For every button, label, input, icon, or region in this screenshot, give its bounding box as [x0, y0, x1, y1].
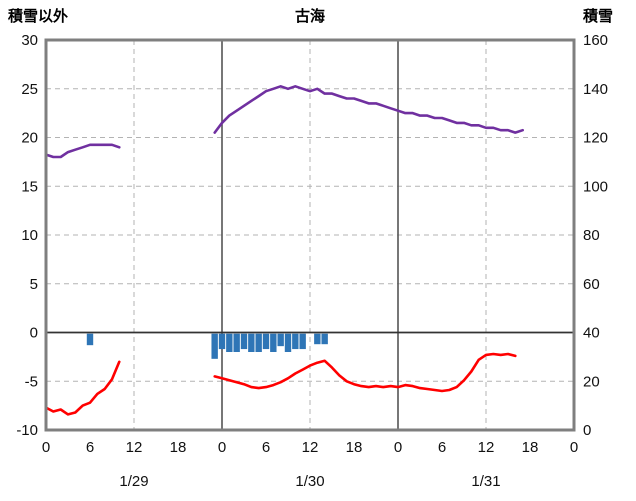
series-red_line	[213, 352, 517, 393]
x-axis-tick: 6	[86, 439, 94, 456]
x-axis-date-label: 1/29	[119, 473, 148, 490]
bar-blue_bars	[218, 333, 226, 350]
x-axis-tick: 12	[302, 439, 319, 456]
x-axis-tick: 6	[262, 439, 270, 456]
right-axis-tick: 60	[583, 276, 600, 293]
right-axis-tick: 80	[583, 227, 600, 244]
x-axis-date-label: 1/31	[471, 473, 500, 490]
left-axis-tick: -10	[16, 422, 38, 439]
bar-blue_bars	[277, 333, 284, 347]
x-axis-tick: 18	[346, 439, 363, 456]
x-axis-tick: 18	[170, 439, 187, 456]
right-axis-tick: 100	[583, 178, 608, 195]
bar-blue_bars	[211, 333, 218, 359]
x-axis-tick: 0	[218, 439, 226, 456]
x-axis-tick: 0	[570, 439, 578, 456]
right-axis-tick: 0	[583, 422, 591, 439]
bar-blue_bars	[284, 333, 292, 352]
bar-blue_bars	[299, 333, 306, 350]
bar-blue_bars	[262, 333, 270, 350]
right-axis-tick: 160	[583, 32, 608, 49]
bar-blue_bars	[292, 333, 299, 350]
bar-blue_bars	[255, 333, 262, 352]
left-axis-tick: 20	[21, 130, 38, 147]
right-axis-tick: 40	[583, 325, 600, 342]
bar-blue_bars	[321, 333, 328, 345]
bar-blue_bars	[248, 333, 255, 352]
left-axis-tick: -5	[25, 373, 38, 390]
left-axis-tick: 0	[30, 325, 38, 342]
x-axis-tick: 18	[522, 439, 539, 456]
chart-title: 古海	[294, 8, 326, 25]
x-axis-tick: 12	[478, 439, 495, 456]
left-axis-title: 積雪以外	[8, 8, 69, 25]
right-axis-title: 積雪	[583, 8, 614, 25]
x-axis-date-label: 1/30	[295, 473, 324, 490]
left-axis-tick: 15	[21, 178, 38, 195]
left-axis-tick: 10	[21, 227, 38, 244]
bar-blue_bars	[314, 333, 321, 345]
bar-blue_bars	[240, 333, 248, 350]
series-red_line	[44, 360, 121, 416]
bar-blue_bars	[233, 333, 240, 352]
left-axis-tick: 5	[30, 276, 38, 293]
left-axis-tick: 25	[21, 81, 38, 98]
x-axis-tick: 0	[42, 439, 50, 456]
right-axis-tick: 140	[583, 81, 608, 98]
bar-blue_bars	[270, 333, 277, 352]
bar-blue_bars	[226, 333, 233, 352]
bar-blue_bars	[86, 333, 94, 346]
plot-frame	[44, 38, 576, 432]
x-axis-tick: 6	[438, 439, 446, 456]
right-axis-tick: 120	[583, 130, 608, 147]
left-axis-tick: 30	[21, 32, 38, 49]
x-axis-tick: 12	[126, 439, 143, 456]
series-purple_line	[213, 85, 525, 134]
right-axis-tick: 20	[583, 373, 600, 390]
x-axis-tick: 0	[394, 439, 402, 456]
series-purple_line	[44, 143, 121, 159]
